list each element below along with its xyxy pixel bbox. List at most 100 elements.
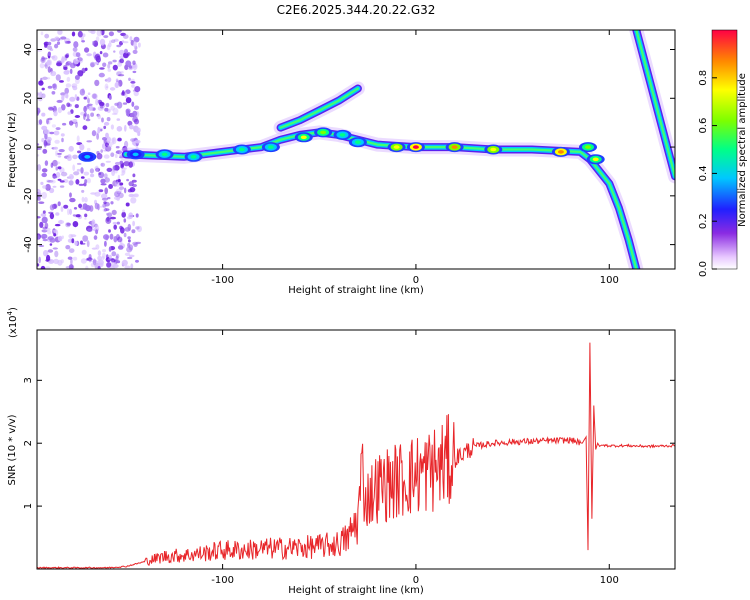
noise-dot: [75, 52, 81, 58]
noise-dot: [59, 185, 65, 188]
noise-dot: [132, 173, 136, 178]
colorbar-tick-label: 0.8: [698, 70, 709, 86]
noise-dot: [74, 75, 80, 80]
noise-dot: [127, 223, 132, 231]
noise-dot: [79, 88, 86, 96]
noise-dot: [126, 113, 130, 117]
noise-dot: [87, 30, 95, 34]
x-tick-label: -100: [211, 575, 234, 586]
spectral-blob-core: [238, 147, 245, 152]
noise-dot: [46, 118, 49, 125]
noise-dot: [107, 63, 111, 69]
noise-dot: [56, 99, 63, 103]
noise-dot: [117, 245, 124, 250]
noise-dot: [115, 181, 120, 187]
noise-dot: [120, 227, 125, 234]
noise-dot: [109, 266, 115, 269]
noise-dot: [66, 155, 72, 161]
noise-dot: [99, 101, 105, 107]
noise-dot: [44, 266, 51, 269]
noise-dot: [135, 226, 140, 230]
noise-dot: [74, 94, 78, 100]
spectral-blob-core: [161, 152, 168, 157]
ridge-upper-branch: [279, 87, 359, 129]
noise-dot: [130, 263, 134, 269]
noise-dot: [122, 41, 129, 44]
noise-dot: [107, 197, 111, 200]
noise-dot: [121, 211, 126, 218]
noise-dot: [37, 263, 40, 267]
noise-dot: [84, 213, 88, 218]
colorbar: 0.0 0.2 0.4 0.6 0.8 Normalized spectral ampl…: [698, 29, 748, 277]
spectrogram-xlabel: Height of straight line (km): [288, 285, 424, 296]
noise-dot: [65, 222, 71, 228]
spectral-blob-core: [339, 133, 346, 137]
noise-dot: [46, 254, 51, 262]
noise-dot: [124, 252, 131, 256]
noise-dot: [40, 57, 46, 63]
noise-dot: [106, 117, 111, 122]
noise-dot: [106, 262, 112, 268]
noise-dot: [64, 87, 69, 95]
noise-dot: [41, 191, 47, 199]
noise-dot: [41, 125, 48, 131]
noise-dot: [108, 254, 112, 259]
noise-dot: [136, 131, 141, 136]
noise-dot: [45, 183, 51, 191]
noise-dot: [81, 40, 85, 43]
noise-dot: [50, 179, 56, 184]
noise-dot: [128, 254, 135, 258]
noise-dot: [37, 107, 41, 115]
spectrogram-frame: [36, 29, 676, 270]
noise-dot: [73, 41, 79, 48]
noise-speckles: [37, 30, 142, 269]
noise-dot: [121, 90, 125, 96]
noise-dot: [47, 45, 53, 50]
noise-dot: [110, 152, 115, 157]
snr-multiplier-exp: 4: [6, 310, 14, 315]
y-tick-label: -20: [23, 188, 34, 204]
noise-dot: [95, 165, 99, 173]
noise-dot: [53, 110, 58, 117]
noise-dot: [67, 111, 72, 115]
noise-dot: [96, 153, 103, 160]
noise-dot: [101, 255, 105, 261]
noise-dot: [106, 254, 109, 260]
spectrogram-content: [37, 30, 675, 269]
noise-dot: [48, 107, 54, 111]
noise-dot: [74, 104, 79, 109]
noise-dot: [86, 257, 93, 261]
noise-dot: [40, 77, 43, 83]
noise-dot: [83, 96, 87, 100]
noise-dot: [99, 51, 103, 55]
noise-dot: [124, 265, 131, 269]
noise-dot: [129, 36, 133, 42]
noise-dot: [76, 162, 82, 165]
noise-dot: [94, 54, 101, 61]
noise-dot: [75, 179, 80, 185]
noise-dot: [127, 189, 133, 193]
noise-dot: [67, 208, 70, 216]
noise-dot: [77, 30, 83, 38]
noise-dot: [91, 247, 98, 250]
noise-dot: [122, 102, 128, 105]
spectral-blob-core: [190, 155, 197, 159]
noise-dot: [105, 132, 109, 139]
noise-dot: [37, 164, 42, 171]
noise-dot: [108, 61, 113, 65]
noise-dot: [38, 119, 43, 125]
noise-dot: [130, 78, 135, 82]
noise-dot: [71, 31, 76, 37]
noise-dot: [41, 216, 48, 224]
colorbar-tick-label: 0.0: [698, 261, 709, 277]
noise-dot: [47, 230, 52, 235]
noise-dot: [80, 176, 85, 179]
noise-dot: [56, 152, 62, 155]
spectral-blob-core: [267, 145, 274, 149]
noise-dot: [103, 149, 108, 152]
noise-dot: [57, 178, 62, 181]
noise-dot: [81, 196, 85, 203]
noise-dot: [72, 164, 76, 171]
noise-dot: [69, 208, 72, 215]
noise-dot: [133, 118, 140, 125]
